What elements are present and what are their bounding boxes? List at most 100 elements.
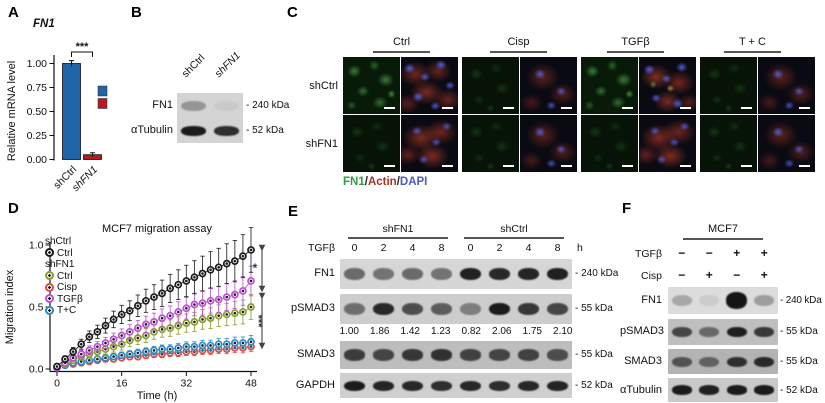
scale-bar [741,107,752,109]
fluorescence-image-merge [639,57,696,114]
microscopy-row-shFN1 [343,115,815,172]
col-underline-cisp [490,51,547,53]
row-label-smad3: SMAD3 [297,348,335,360]
fluorescence-image-green [700,115,757,172]
time-point: 0 [351,242,358,254]
cisp-signs-row: − + − + [668,268,778,282]
panel-e: E shFN1 shCtrl TGFβ 0 2 4 8 0 2 4 8 h 1.… [285,195,620,403]
protein-band [546,380,569,391]
time-unit: h [577,242,583,254]
legend-item-TGFβ: TGFβ [45,294,83,306]
svg-text:1.0: 1.0 [29,240,44,252]
cell-line-underline [683,238,763,240]
protein-band [754,356,775,367]
fluorescence-image-merge [639,115,696,172]
scale-bar [799,165,810,167]
sign: − [678,246,686,260]
panel-a-label: A [8,4,19,21]
scale-bar [442,165,453,167]
scale-bar [680,107,691,109]
fluorescence-image-merge [758,115,815,172]
protein-band [726,326,747,338]
protein-band [517,349,540,361]
legend-marker-icon [45,305,54,315]
quant-value: 2.06 [492,326,512,337]
protein-band [372,380,395,391]
protein-band [699,356,720,367]
svg-text:*: * [253,261,258,275]
sign: + [760,268,768,282]
scale-bar [503,107,514,109]
panel-c: C Ctrl Cisp TGFβ T + C shCtrl shFN1 FN1/… [280,0,825,195]
protein-band [401,349,424,361]
svg-text:Migration index: Migration index [4,269,16,344]
protein-band [517,268,540,280]
sign: + [760,246,768,260]
svg-text:0.75: 0.75 [27,82,48,94]
protein-band [754,385,775,395]
legend-sep-1: / [364,176,368,188]
panel-a: A 1.00 0.75 0.50 0.25 0.00 *** FN1 Relative mRN… [0,0,130,195]
scale-bar [680,165,691,167]
mw-marker-52: - 52 kDa [780,385,818,396]
col-header-tgfb: TGFβ [621,36,650,48]
scale-bar [741,165,752,167]
sign: − [678,268,686,282]
mw-marker-240: - 240 kDa [246,100,290,111]
protein-band [401,380,424,391]
mw-marker-55b: - 55 kDa [575,349,613,360]
tgfb-signs-row: − − + + [668,246,778,260]
col-header-ctrl: Ctrl [392,36,411,48]
mw-marker-52: - 52 kDa [246,125,284,136]
protein-band [459,268,482,280]
panel-f-label: F [622,200,632,217]
chart-legend: shCtrl Ctrl shFN1 Ctrl Cisp TGFβ T+C [45,236,83,317]
protein-band [459,303,482,315]
protein-band [343,349,366,361]
row-label-shctrl: shCtrl [309,80,338,92]
legend-sep-2: / [396,176,400,188]
time-point: 2 [496,242,503,254]
sign: − [733,268,741,282]
microscopy-row-shCtrl [343,57,815,114]
group-underline-shfn1 [348,237,448,239]
svg-text:Relative mRNA level: Relative mRNA level [6,61,18,161]
legend-item-T+C: T+C [45,305,83,317]
time-point: 4 [525,242,532,254]
channel-legend: FN1/Actin/DAPI [343,176,427,188]
svg-text:0: 0 [54,378,60,390]
protein-band [459,380,482,391]
protein-band [343,380,366,391]
protein-band [546,303,569,315]
protein-band [671,326,692,338]
stim-label-tgfb: TGFβ [307,242,335,254]
panel-b: B shCtrl shFN1 FN1 αTubulin - 240 kDa - … [125,0,289,195]
row-label-atubulin: αTubulin [130,124,173,136]
mw-marker-55b: - 55 kDa [780,356,818,367]
protein-band [430,349,453,361]
blot-strip-gapdh [340,373,572,398]
protein-band [517,380,540,391]
col-underline-tgfb [607,51,664,53]
protein-band [699,326,720,338]
bar-chart-fn1-mrna: 1.00 0.75 0.50 0.25 0.00 *** FN1 Relative mRNA … [6,18,108,194]
protein-band [214,126,239,136]
col-underline-tc [724,51,781,53]
blot-strip-atubulin [668,378,778,402]
cell-line-header: MCF7 [708,223,738,235]
legend-group-shFN1: shFN1 [45,259,75,270]
sign: − [705,246,713,260]
protein-band [671,385,692,395]
protein-band [488,303,511,315]
fluorescence-image-green [343,115,400,172]
scale-bar [622,165,633,167]
protein-band [546,268,569,280]
svg-text:0.00: 0.00 [27,154,48,166]
svg-text:0.0: 0.0 [29,364,44,376]
row-label-atubulin: αTubulin [620,384,663,396]
lane-label-shfn1: shFN1 [212,49,243,80]
legend-marker-icon [45,294,54,303]
quant-value: 2.10 [553,326,573,337]
panel-c-label: C [287,4,298,21]
microscopy-grid [343,57,815,173]
